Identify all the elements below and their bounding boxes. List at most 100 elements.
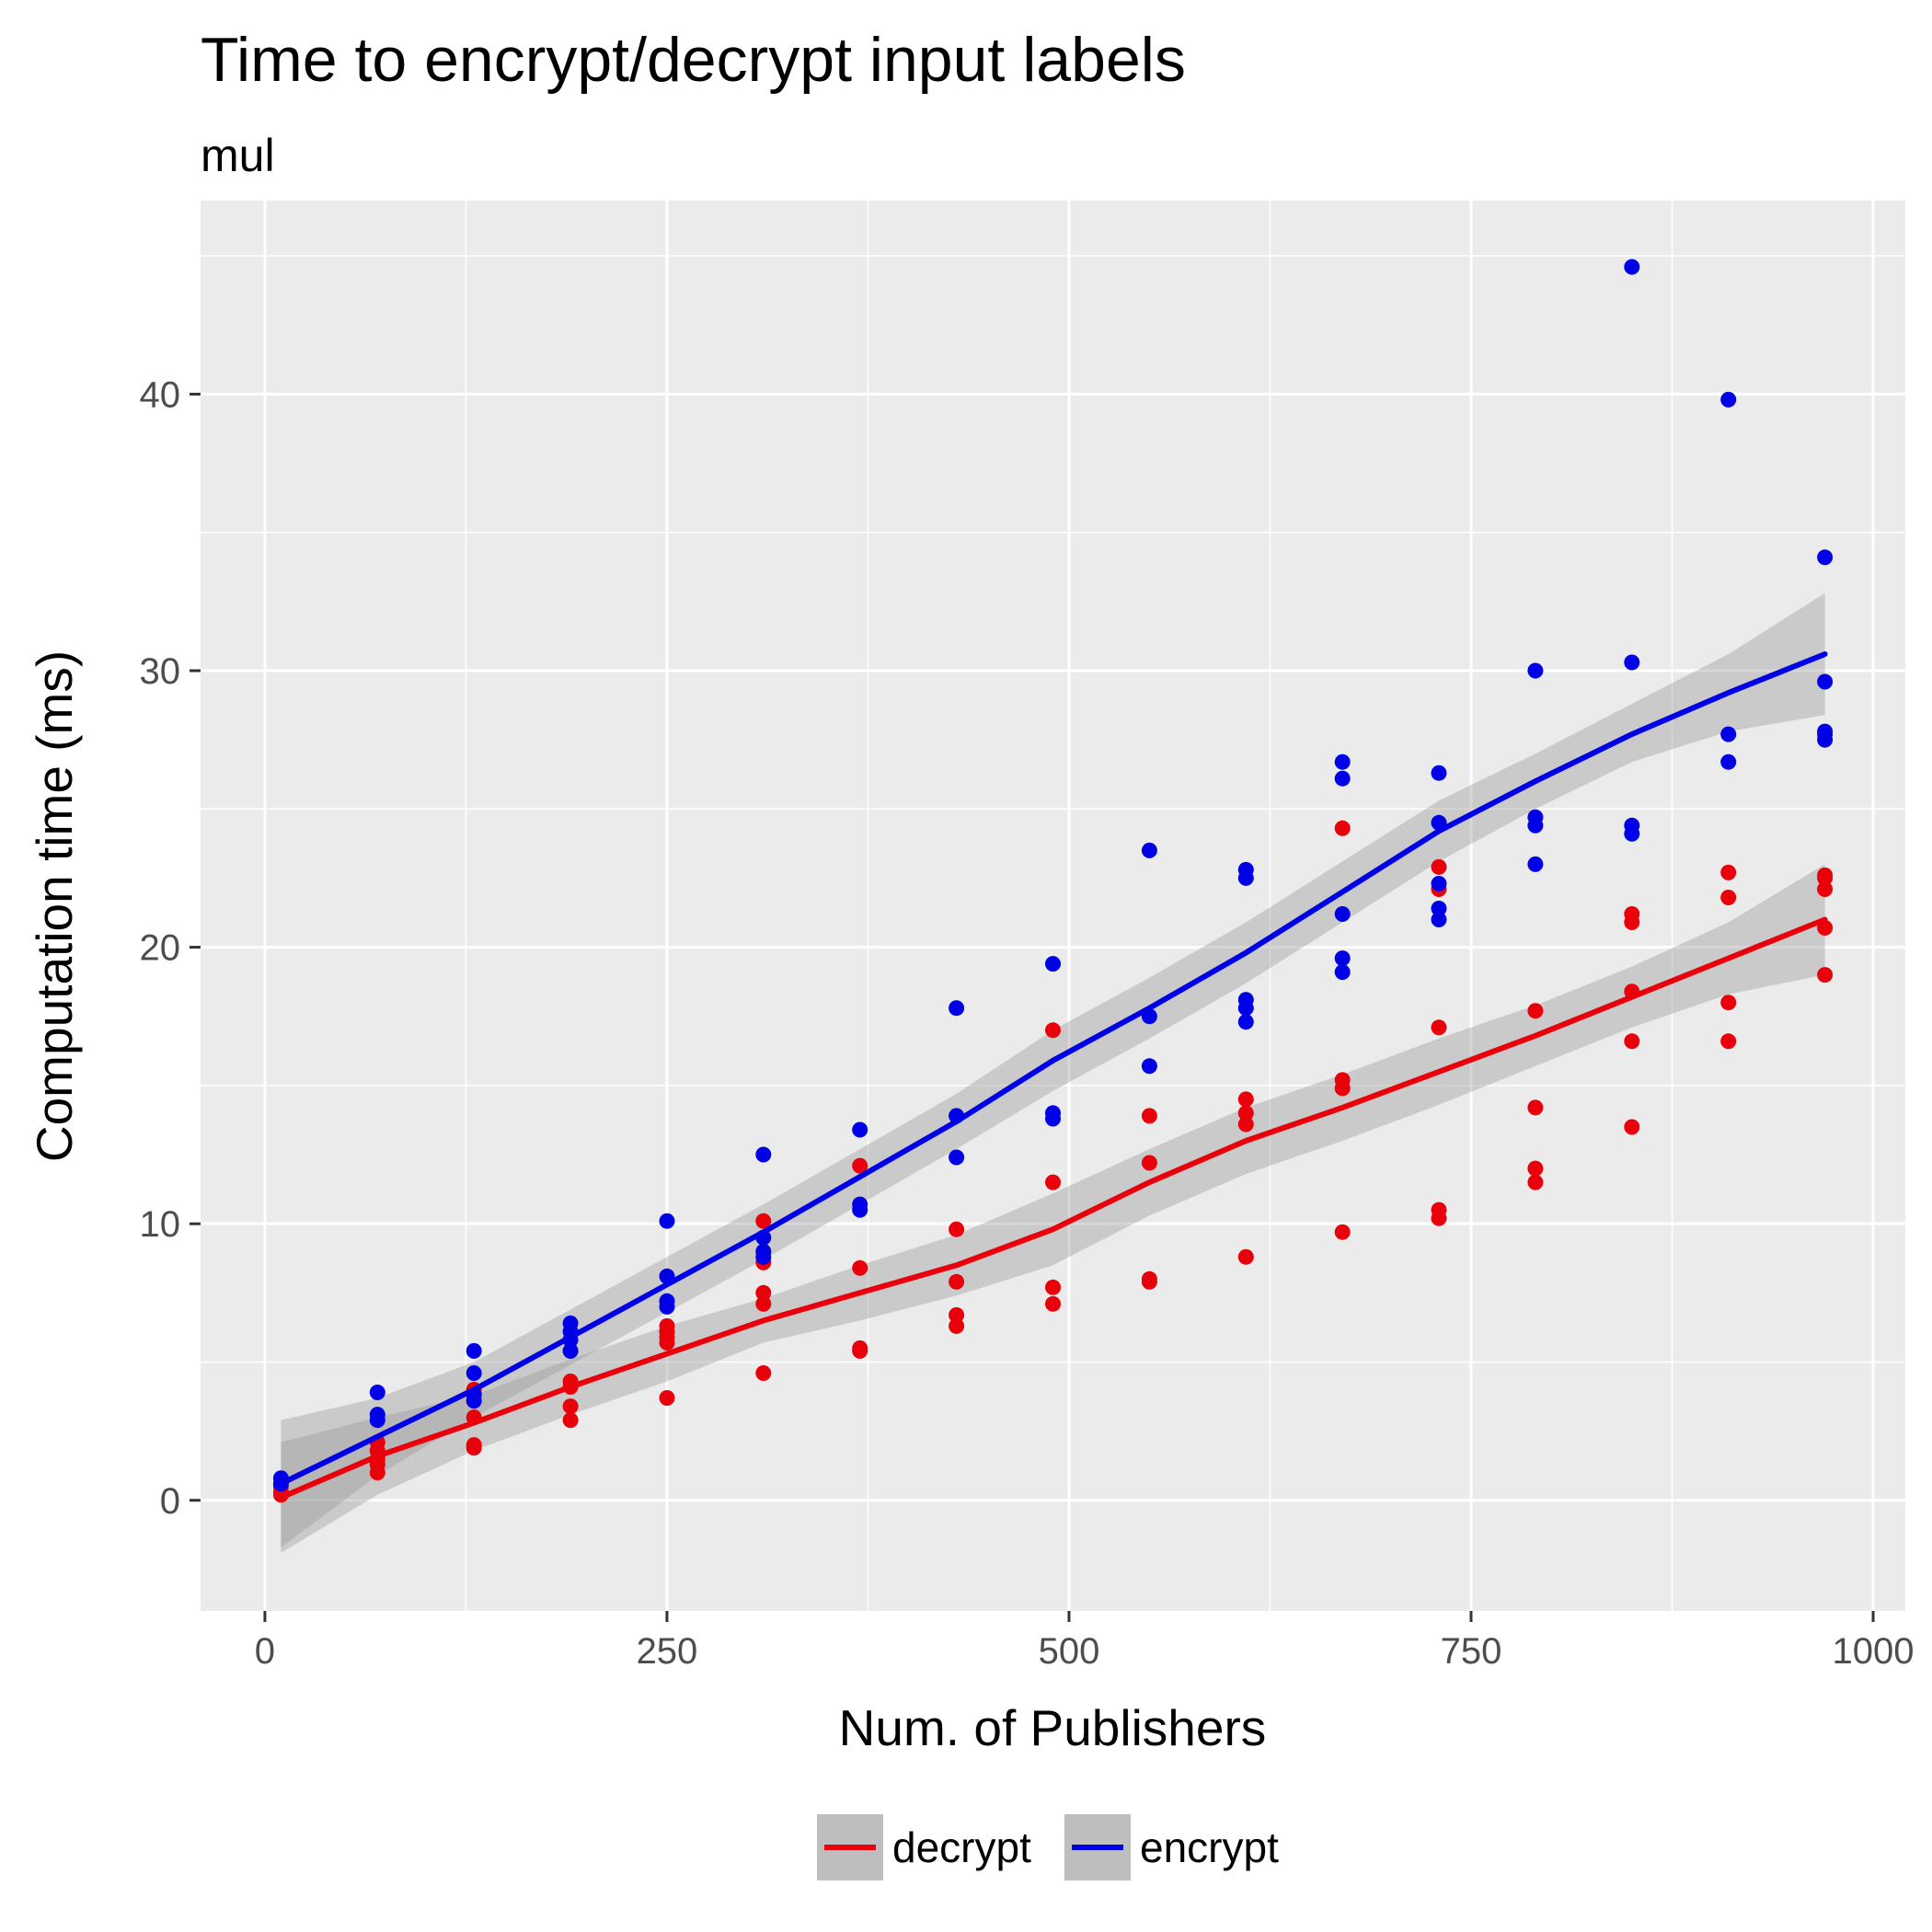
point-encrypt: [755, 1146, 772, 1163]
point-encrypt: [466, 1365, 482, 1381]
x-tick-label: 500: [1039, 1631, 1100, 1672]
point-decrypt: [1334, 1224, 1351, 1240]
point-decrypt: [852, 1340, 868, 1356]
point-decrypt: [1045, 1174, 1061, 1190]
point-encrypt: [1334, 964, 1351, 981]
point-encrypt: [1527, 856, 1544, 872]
point-decrypt: [1141, 1108, 1157, 1124]
chart-subtitle: mul: [201, 130, 275, 181]
point-encrypt: [1431, 912, 1447, 927]
point-encrypt: [562, 1315, 579, 1331]
point-encrypt: [1527, 662, 1544, 679]
point-encrypt: [659, 1213, 675, 1229]
y-tick-label: 40: [140, 374, 181, 415]
point-decrypt: [1431, 1202, 1447, 1218]
point-decrypt: [852, 1259, 868, 1276]
point-encrypt: [1237, 1014, 1254, 1030]
point-decrypt: [755, 1213, 772, 1229]
smooth-lines: [278, 651, 1828, 1501]
point-encrypt: [369, 1385, 385, 1400]
point-decrypt: [1334, 1072, 1351, 1088]
point-encrypt: [1141, 1058, 1157, 1075]
point-encrypt: [1334, 950, 1351, 967]
point-decrypt: [755, 1284, 772, 1301]
point-encrypt: [1817, 549, 1834, 566]
point-encrypt: [1624, 817, 1640, 834]
legend-label-encrypt: encrypt: [1140, 1823, 1279, 1871]
point-decrypt: [1045, 1279, 1061, 1295]
y-tick-label: 10: [140, 1204, 181, 1245]
point-encrypt: [1045, 956, 1061, 972]
point-decrypt: [1527, 1160, 1544, 1177]
point-decrypt: [949, 1317, 965, 1334]
x-axis: 0 250 500 750 1000: [255, 1611, 1915, 1672]
grid-minor: [201, 201, 1905, 1611]
point-decrypt: [1045, 1022, 1061, 1039]
point-decrypt: [755, 1295, 772, 1312]
y-tick-label: 30: [140, 651, 181, 692]
point-decrypt: [1527, 1174, 1544, 1190]
point-decrypt: [1720, 1033, 1737, 1050]
point-encrypt: [1720, 726, 1737, 742]
point-decrypt: [562, 1398, 579, 1415]
point-encrypt: [1141, 842, 1157, 858]
point-decrypt: [852, 1157, 868, 1174]
point-decrypt: [659, 1317, 675, 1334]
point-decrypt: [949, 1273, 965, 1290]
point-decrypt: [1527, 1003, 1544, 1019]
x-tick-label: 250: [637, 1631, 698, 1672]
point-encrypt: [852, 1196, 868, 1213]
point-decrypt: [755, 1365, 772, 1381]
point-decrypt: [1141, 1155, 1157, 1171]
point-encrypt: [1334, 753, 1351, 770]
smooth-line-decrypt: [278, 916, 1828, 1501]
point-decrypt: [1720, 995, 1737, 1011]
point-decrypt: [1624, 906, 1640, 922]
point-decrypt: [949, 1306, 965, 1323]
point-encrypt: [1334, 906, 1351, 922]
point-decrypt: [1431, 858, 1447, 875]
point-decrypt: [1527, 1099, 1544, 1116]
point-decrypt: [1624, 1033, 1640, 1050]
point-encrypt: [466, 1342, 482, 1359]
point-encrypt: [1624, 654, 1640, 671]
chart-title: Time to encrypt/decrypt input labels: [201, 25, 1186, 95]
point-encrypt: [1431, 765, 1447, 781]
point-encrypt: [1045, 1105, 1061, 1121]
point-encrypt: [1817, 673, 1834, 690]
point-encrypt: [1624, 259, 1640, 275]
point-decrypt: [1237, 1116, 1254, 1133]
point-encrypt: [1431, 901, 1447, 916]
x-tick-label: 1000: [1833, 1631, 1915, 1672]
point-decrypt: [1720, 890, 1737, 905]
point-encrypt: [852, 1121, 868, 1138]
point-encrypt: [1720, 391, 1737, 408]
point-encrypt: [1334, 770, 1351, 787]
point-decrypt: [466, 1437, 482, 1454]
confidence-band-decrypt: [281, 864, 1825, 1553]
point-encrypt: [1527, 809, 1544, 825]
point-encrypt: [755, 1243, 772, 1259]
grid-major: [201, 201, 1905, 1611]
point-decrypt: [949, 1221, 965, 1237]
y-axis-title: Computation time (ms): [26, 650, 83, 1162]
data-points: [272, 259, 1834, 1503]
point-decrypt: [1141, 1271, 1157, 1287]
point-decrypt: [1624, 1119, 1640, 1135]
x-axis-title: Num. of Publishers: [839, 1699, 1267, 1756]
point-decrypt: [1237, 1105, 1254, 1121]
point-encrypt: [562, 1342, 579, 1359]
point-encrypt: [1237, 992, 1254, 1008]
y-tick-label: 20: [140, 928, 181, 969]
point-decrypt: [1237, 1091, 1254, 1108]
point-encrypt: [1237, 861, 1254, 878]
smooth-line-encrypt: [278, 651, 1828, 1487]
x-tick-label: 750: [1441, 1631, 1502, 1672]
legend-label-decrypt: decrypt: [892, 1823, 1031, 1871]
point-decrypt: [1334, 820, 1351, 836]
point-decrypt: [1720, 864, 1737, 880]
point-decrypt: [562, 1412, 579, 1429]
y-tick-label: 0: [160, 1481, 180, 1522]
point-encrypt: [949, 1149, 965, 1166]
